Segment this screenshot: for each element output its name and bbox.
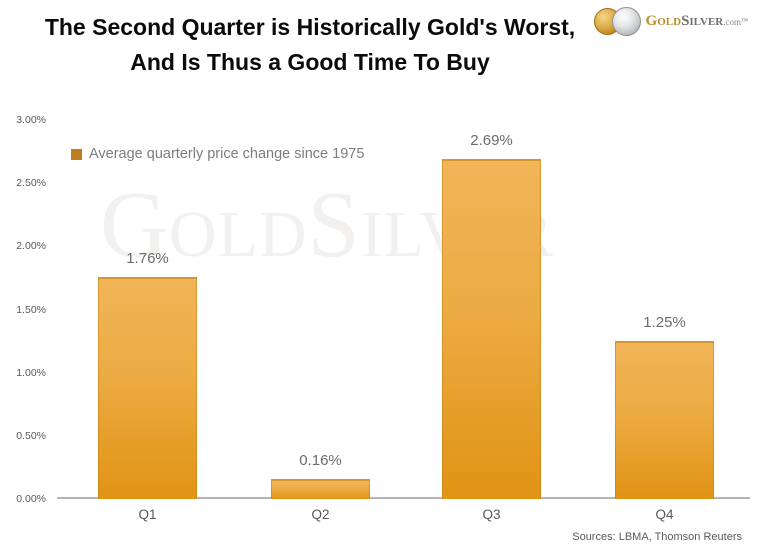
silver-coin-icon: [611, 7, 641, 36]
page-title: The Second Quarter is Historically Gold'…: [8, 10, 612, 80]
brand-logo-text: GoldSilver.com™: [645, 12, 748, 30]
bar-value-q1: 1.76%: [126, 250, 169, 267]
y-axis-tick-000: 0.00%: [16, 493, 46, 505]
page-title-line-1: The Second Quarter is Historically Gold'…: [44, 14, 576, 40]
brand-logo: GoldSilver.com™: [593, 7, 748, 36]
y-axis-tick-150: 1.50%: [16, 303, 46, 316]
x-axis-label-q4: Q4: [655, 507, 674, 522]
bar-q3: [442, 159, 541, 499]
bar-value-q3: 2.69%: [470, 132, 513, 149]
brand-logo-domain: .com: [723, 16, 741, 27]
y-axis-tick-200: 2.00%: [16, 240, 46, 253]
x-axis-label-q2: Q2: [311, 507, 330, 522]
x-axis-label-q3: Q3: [482, 507, 501, 522]
bar-q4: [615, 341, 714, 499]
bar-value-q2: 0.16%: [299, 452, 342, 469]
brand-logo-silver: Silver: [681, 12, 724, 29]
brand-logo-gold: Gold: [645, 12, 682, 29]
legend-label: Average quarterly price change since 197…: [89, 146, 365, 162]
bar-value-q4: 1.25%: [643, 314, 686, 331]
x-axis-line: [57, 497, 750, 499]
x-axis-label-q1: Q1: [138, 507, 157, 522]
legend-swatch: [71, 148, 82, 160]
y-axis-tick-100: 1.00%: [16, 366, 46, 379]
bar-q1: [98, 277, 197, 499]
y-axis-tick-050: 0.50%: [16, 429, 46, 442]
legend: Average quarterly price change since 197…: [71, 146, 364, 162]
y-axis-tick-300: 3.00%: [16, 114, 46, 126]
page-title-line-2: And Is Thus a Good Time To Buy: [130, 49, 490, 75]
brand-logo-trademark: ™: [741, 16, 748, 25]
bar-q2: [271, 479, 370, 499]
y-axis-tick-250: 2.50%: [16, 177, 46, 190]
sources-note: Sources: LBMA, Thomson Reuters: [572, 531, 742, 543]
